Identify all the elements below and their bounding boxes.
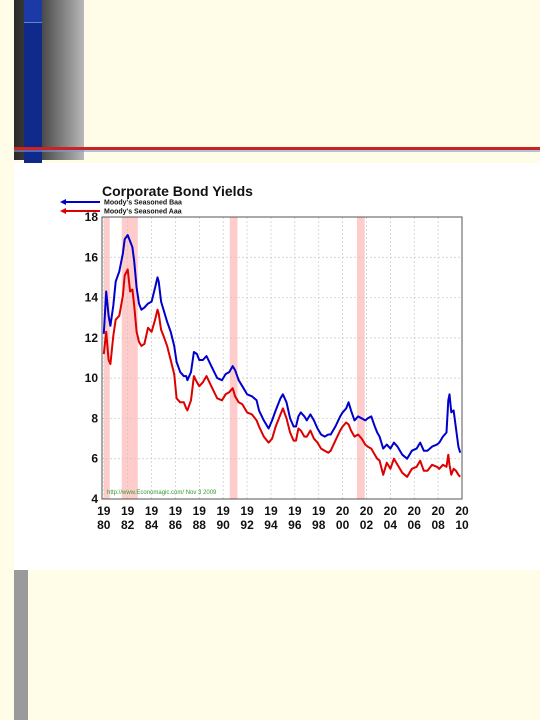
series-line-0 (102, 234, 462, 460)
x-tick-label-2010-bottom: 10 (455, 518, 469, 532)
legend-arrow-baa (60, 199, 66, 205)
x-tick-label-1980-bottom: 80 (97, 518, 111, 532)
x-tick-label-1980-top: 19 (97, 504, 111, 518)
x-tick-label-2006-bottom: 06 (408, 518, 422, 532)
slide-title-rule (14, 147, 540, 150)
recession-band-1 (121, 217, 138, 499)
x-tick-label-1994-bottom: 94 (264, 518, 278, 532)
chart-title: Corporate Bond Yields (102, 183, 253, 199)
x-tick-label-1988-bottom: 88 (193, 518, 207, 532)
x-tick-label-1982-bottom: 82 (121, 518, 135, 532)
series-line-1 (102, 268, 461, 478)
x-tick-label-1992-top: 19 (240, 504, 254, 518)
x-tick-label-1992-bottom: 92 (240, 518, 254, 532)
x-tick-label-2004-top: 20 (384, 504, 398, 518)
series-lines (102, 234, 462, 478)
x-tick-label-2002-top: 20 (360, 504, 374, 518)
x-tick-label-1998-bottom: 98 (312, 518, 326, 532)
x-tick-label-2008-top: 20 (431, 504, 445, 518)
x-tick-label-2000-top: 20 (336, 504, 350, 518)
y-tick-label-12: 12 (85, 331, 99, 345)
x-tick-label-1982-top: 19 (121, 504, 135, 518)
legend-label-aaa: Moody's Seasoned Aaa (104, 209, 182, 216)
y-tick-label-4: 4 (91, 492, 98, 506)
y-tick-label-16: 16 (85, 250, 99, 264)
x-tick-label-1984-bottom: 84 (145, 518, 159, 532)
legend: Moody's Seasoned Baa Moody's Seasoned Aa… (60, 199, 182, 216)
x-tick-label-2002-bottom: 02 (360, 518, 374, 532)
y-tick-label-6: 6 (91, 452, 98, 466)
x-tick-label-1990-top: 19 (217, 504, 231, 518)
legend-label-baa: Moody's Seasoned Baa (104, 200, 182, 207)
x-tick-label-2006-top: 20 (408, 504, 422, 518)
x-tick-label-1986-top: 19 (169, 504, 183, 518)
x-tick-label-2008-bottom: 08 (431, 518, 445, 532)
x-tick-label-1996-bottom: 96 (288, 518, 302, 532)
y-tick-label-18: 18 (85, 210, 99, 224)
x-tick-label-1994-top: 19 (264, 504, 278, 518)
recession-band-0 (103, 217, 110, 499)
x-tick-label-1988-top: 19 (193, 504, 207, 518)
y-tick-label-8: 8 (91, 411, 98, 425)
recession-band-3 (356, 217, 365, 499)
source-note: http://www.Economagic.com/ Nov 3 2009 (107, 490, 217, 496)
slide-title-rule-shadow (14, 150, 540, 152)
x-tick-label-1984-top: 19 (145, 504, 159, 518)
recession-bands (103, 217, 365, 499)
slide-decor-blue-cap (24, 0, 42, 23)
x-tick-labels: 1980198219841986198819901992199419961998… (97, 504, 469, 532)
legend-arrow-aaa (60, 208, 66, 214)
y-tick-label-10: 10 (85, 371, 99, 385)
slide-decor-blue-bar (24, 0, 42, 165)
plot-frame (101, 216, 463, 500)
x-tick-label-1990-bottom: 90 (217, 518, 231, 532)
y-tick-labels: 4 6 8 10 12 14 16 18 (85, 210, 99, 506)
x-tick-label-2004-bottom: 04 (384, 518, 398, 532)
x-tick-label-2000-bottom: 00 (336, 518, 350, 532)
x-tick-label-1986-bottom: 86 (169, 518, 183, 532)
grid-lines (102, 217, 462, 499)
x-tick-label-1998-top: 19 (312, 504, 326, 518)
x-tick-label-2010-top: 20 (455, 504, 469, 518)
y-tick-label-14: 14 (85, 291, 99, 305)
recession-band-2 (229, 217, 238, 499)
slide-decor-gray-bar (14, 570, 28, 720)
x-tick-label-1996-top: 19 (288, 504, 302, 518)
